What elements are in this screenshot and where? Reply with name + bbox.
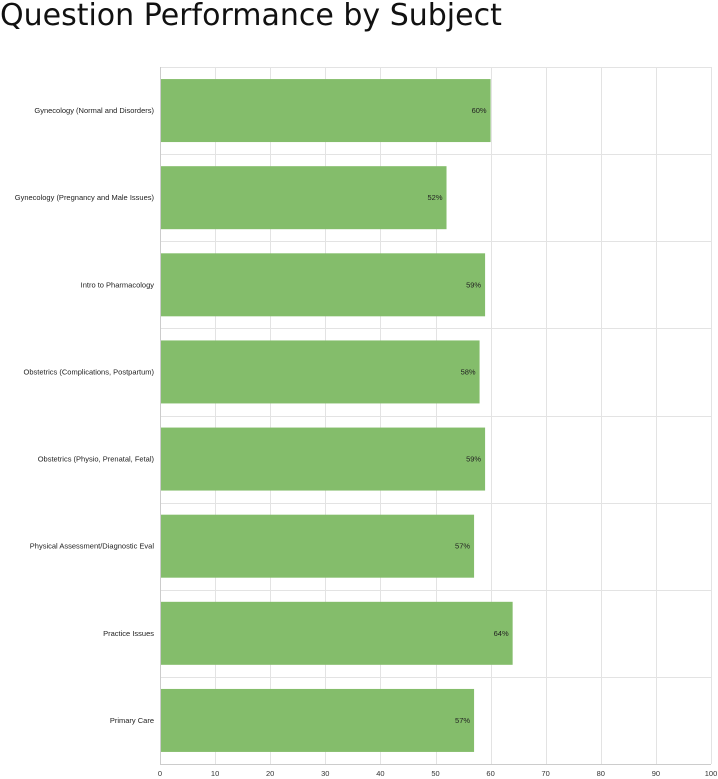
x-tick-label: 90	[652, 769, 660, 778]
x-tick-label: 30	[321, 769, 329, 778]
x-tick-label: 100	[705, 769, 718, 778]
bar	[161, 601, 513, 665]
x-tick-label: 10	[211, 769, 219, 778]
category-label: Obstetrics (Physio, Prenatal, Fetal)	[38, 455, 155, 464]
bar	[161, 79, 491, 143]
x-tick-label: 20	[266, 769, 274, 778]
bar	[161, 688, 475, 752]
x-tick-label: 0	[158, 769, 162, 778]
category-label: Practice Issues	[103, 629, 154, 638]
x-tick-label: 50	[431, 769, 439, 778]
category-label: Gynecology (Pregnancy and Male Issues)	[15, 193, 155, 202]
bar-data-label: 64%	[494, 629, 509, 638]
x-tick-label: 60	[486, 769, 494, 778]
category-label: Obstetrics (Complications, Postpartum)	[24, 367, 155, 376]
category-label: Physical Assessment/Diagnostic Eval	[30, 542, 155, 551]
category-label: Primary Care	[110, 716, 154, 725]
chart-title: Question Performance by Subject	[0, 0, 502, 33]
bar	[161, 427, 486, 491]
category-label: Gynecology (Normal and Disorders)	[34, 106, 154, 115]
category-label: Intro to Pharmacology	[81, 280, 155, 289]
bar-data-label: 58%	[461, 367, 476, 376]
bar-data-label: 60%	[472, 106, 487, 115]
x-tick-label: 80	[597, 769, 605, 778]
bar	[161, 340, 480, 404]
bar-data-label: 59%	[466, 455, 481, 464]
bar	[161, 253, 486, 317]
bar-data-label: 57%	[455, 716, 470, 725]
bar-data-label: 59%	[466, 280, 481, 289]
bar-data-label: 52%	[428, 193, 443, 202]
bar	[161, 514, 475, 578]
x-tick-label: 70	[542, 769, 550, 778]
bar	[161, 166, 447, 230]
bar-data-label: 57%	[455, 542, 470, 551]
x-tick-label: 40	[376, 769, 384, 778]
